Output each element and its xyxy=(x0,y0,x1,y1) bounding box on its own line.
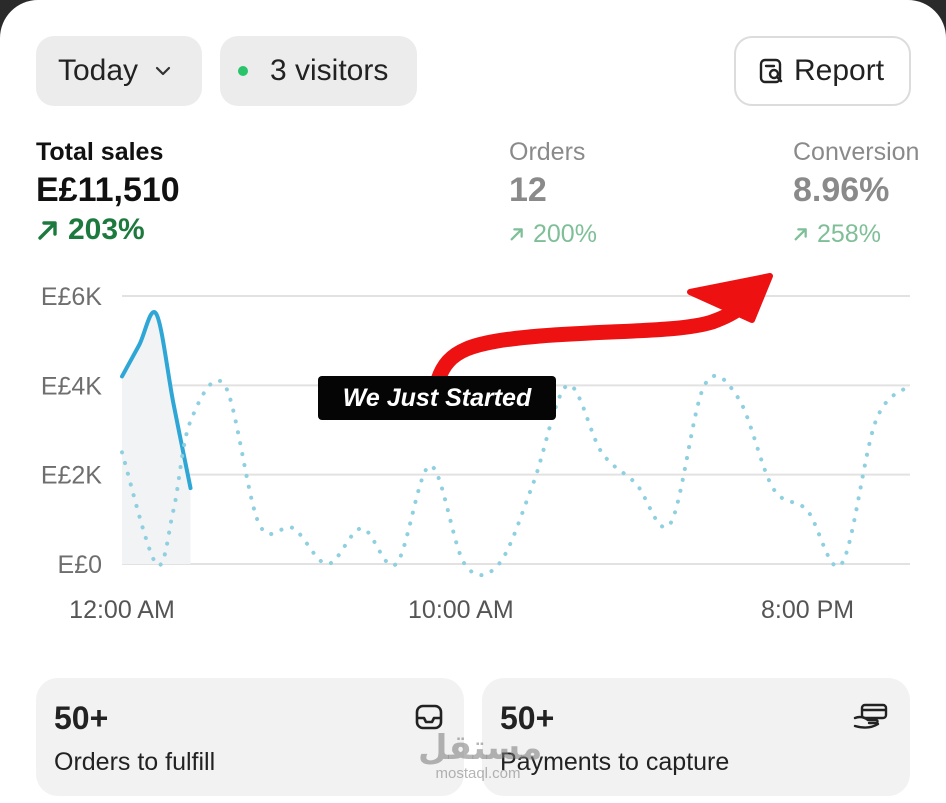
report-label: Report xyxy=(794,54,885,87)
y-tick-label: E£6K xyxy=(41,283,102,311)
series-line-current xyxy=(120,310,193,491)
card-count: 50+ xyxy=(54,700,109,736)
date-range-button[interactable]: Today xyxy=(36,36,202,106)
annotation-label: We Just Started xyxy=(318,376,556,420)
metric-change: 258% xyxy=(793,216,919,252)
metric-change-value: 203% xyxy=(68,213,145,246)
y-tick-label: E£0 xyxy=(58,551,102,579)
metric-change: 200% xyxy=(509,216,597,252)
x-tick-label: 8:00 PM xyxy=(761,596,854,624)
arrow-up-right-icon xyxy=(794,228,807,241)
metric-value: 12 xyxy=(509,171,547,209)
live-dot-icon xyxy=(238,66,248,76)
report-button[interactable]: Report xyxy=(734,36,911,106)
metric-orders[interactable]: Orders 12 200% xyxy=(509,138,597,252)
metric-label: Orders xyxy=(509,138,586,166)
annotation-arrow-head xyxy=(687,273,773,323)
metric-label: Conversion xyxy=(793,138,920,166)
sales-line-chart: E£6K E£4K E£2K E£0 12:00 AM 10:00 AM 8:00 PM xyxy=(41,273,912,624)
x-tick-label: 12:00 AM xyxy=(69,596,175,624)
inbox-icon xyxy=(415,704,443,730)
card-caption: Orders to fulfill xyxy=(54,748,216,776)
watermark-sub: mostaql.com xyxy=(435,765,521,782)
visitors-label: 3 visitors xyxy=(270,54,389,87)
metric-change-value: 200% xyxy=(533,220,597,248)
chevron-down-icon xyxy=(155,66,171,76)
watermark-main: مستقل xyxy=(418,729,543,767)
x-tick-label: 10:00 AM xyxy=(408,596,514,624)
watermark: مستقل mostaql.com xyxy=(418,729,543,782)
y-tick-label: E£4K xyxy=(41,372,102,400)
metric-value: 8.96% xyxy=(793,171,890,209)
metric-conversion[interactable]: Conversion 8.96% 258% xyxy=(793,138,919,252)
card-count: 50+ xyxy=(500,700,555,736)
arrow-up-right-icon xyxy=(38,221,57,240)
card-in-hand-icon xyxy=(853,703,888,729)
orders-to-fulfill-card[interactable]: 50+ Orders to fulfill xyxy=(36,678,464,796)
report-search-icon xyxy=(759,58,783,84)
series-area xyxy=(122,311,191,564)
y-tick-label: E£2K xyxy=(41,462,102,490)
date-range-label: Today xyxy=(58,54,139,87)
payments-to-capture-card[interactable]: 50+ Payments to capture xyxy=(482,678,910,796)
metric-change-value: 258% xyxy=(817,220,881,248)
metric-value: E£11,510 xyxy=(36,171,180,209)
metric-total-sales[interactable]: Total sales E£11,510 203% xyxy=(36,138,180,248)
live-visitors-button[interactable]: 3 visitors xyxy=(220,36,417,106)
card-caption: Payments to capture xyxy=(500,748,730,776)
metric-change: 203% xyxy=(36,212,180,248)
arrow-up-right-icon xyxy=(510,228,523,241)
metric-label: Total sales xyxy=(36,138,164,166)
